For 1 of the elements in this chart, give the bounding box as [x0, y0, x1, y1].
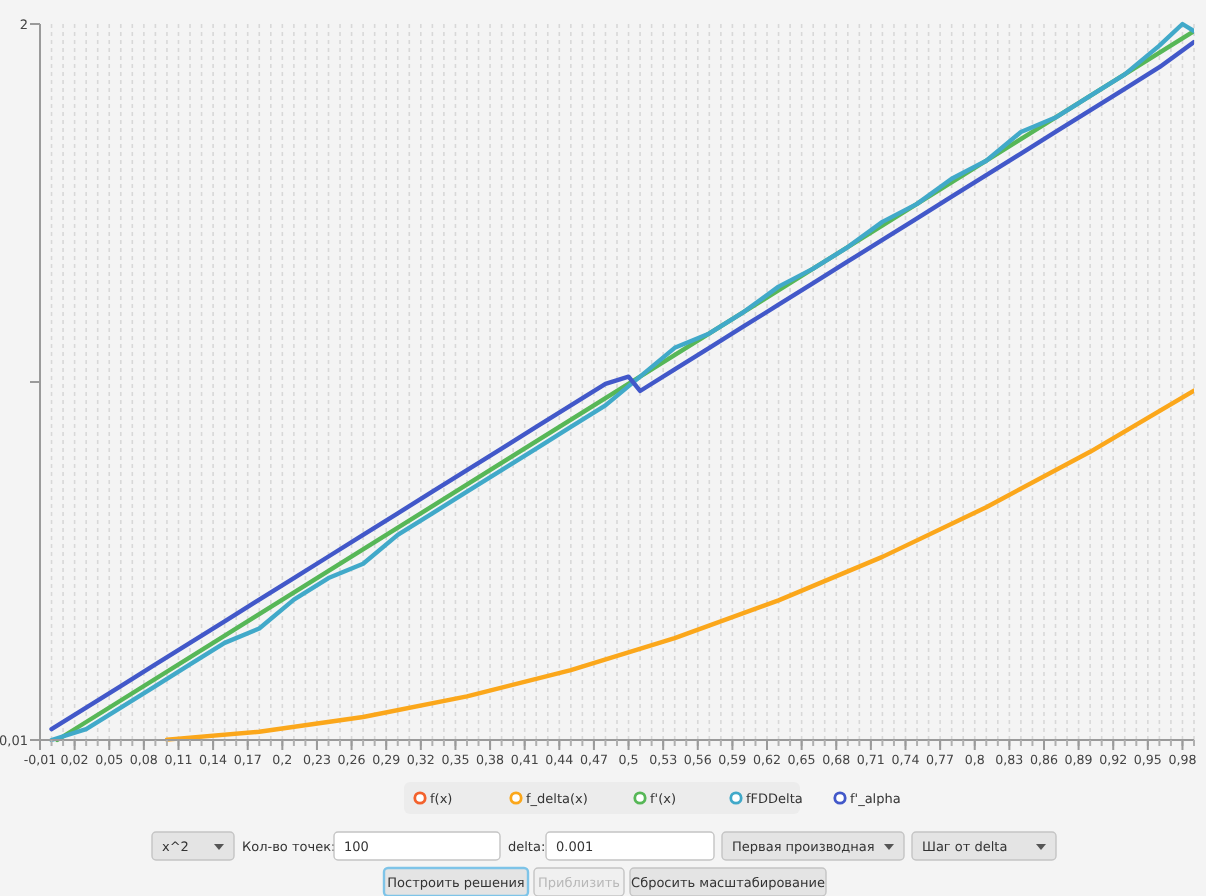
line-series — [164, 388, 1194, 742]
